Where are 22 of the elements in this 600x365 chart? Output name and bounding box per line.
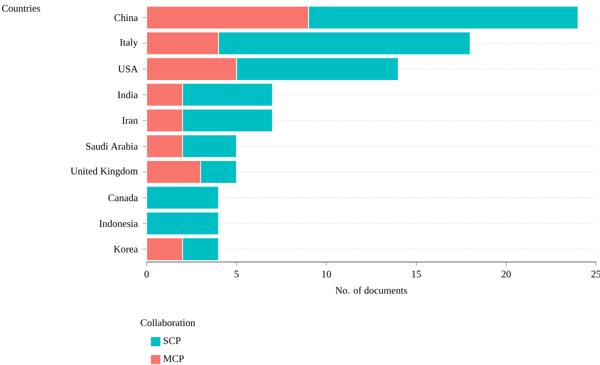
y-tick-label: India <box>118 91 138 98</box>
y-tick-label: Italy <box>120 38 138 48</box>
y-tick-label: Canada <box>108 194 138 202</box>
y-tick-label: United Kingdom <box>70 167 138 176</box>
legend-title: Collaboration <box>140 319 196 326</box>
y-tick-label: Saudi Arabia <box>86 142 138 150</box>
x-tick-label: 15 <box>412 270 421 278</box>
x-tick-label: 10 <box>322 270 332 278</box>
y-tick-label: Indonesia <box>99 220 138 227</box>
legend-label: SCP <box>164 337 180 344</box>
x-tick-label: 0 <box>144 270 149 278</box>
x-tick-label: 20 <box>502 270 511 278</box>
y-tick-label: China <box>114 14 138 22</box>
x-axis-title: No. of documents <box>336 286 408 294</box>
bar <box>146 212 219 236</box>
y-axis-title: Countries <box>2 4 40 12</box>
y-tick-label: USA <box>118 66 138 72</box>
y-tick-label: Iran <box>122 117 138 124</box>
x-tick-label: 5 <box>234 270 239 278</box>
bar <box>146 186 219 210</box>
legend-label: MCP <box>163 355 184 362</box>
y-tick-label: Korea <box>114 246 138 252</box>
